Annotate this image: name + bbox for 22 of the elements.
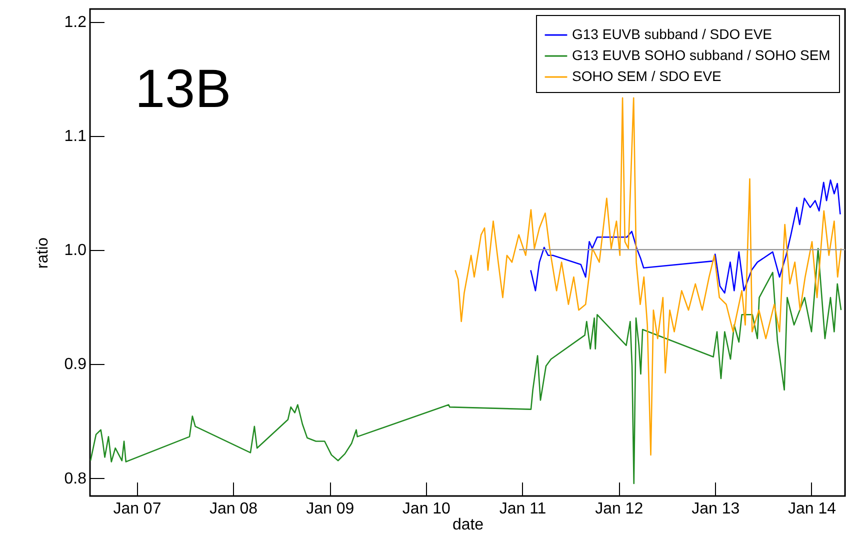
legend-label: G13 EUVB SOHO subband / SOHO SEM [572,47,830,63]
line-series [454,97,842,456]
legend-label: G13 EUVB subband / SDO EVE [572,26,772,42]
y-tick-label: 1.1 [64,128,87,146]
y-tick-label: 0.9 [64,356,87,374]
line-series [90,248,842,484]
x-tick-label: Jan 13 [692,500,740,518]
x-tick-label: Jan 08 [210,500,258,518]
x-tick-label: Jan 12 [595,500,644,518]
x-tick-label: Jan 11 [499,500,546,518]
x-tick-label: Jan 07 [113,500,162,518]
x-tick-label: Jan 09 [306,500,354,518]
y-tick-label: 0.8 [64,470,87,488]
annotation: 13B [135,59,232,119]
legend-label: SOHO SEM / SDO EVE [572,68,722,84]
x-tick-label: Jan 10 [402,500,451,518]
y-tick-label: 1.0 [64,242,87,260]
y-axis-title: ratio [34,237,52,269]
y-tick-label: 1.2 [64,14,87,32]
line-series [530,179,841,294]
x-tick-label: Jan 14 [788,500,836,518]
x-axis-title: date [452,516,484,534]
